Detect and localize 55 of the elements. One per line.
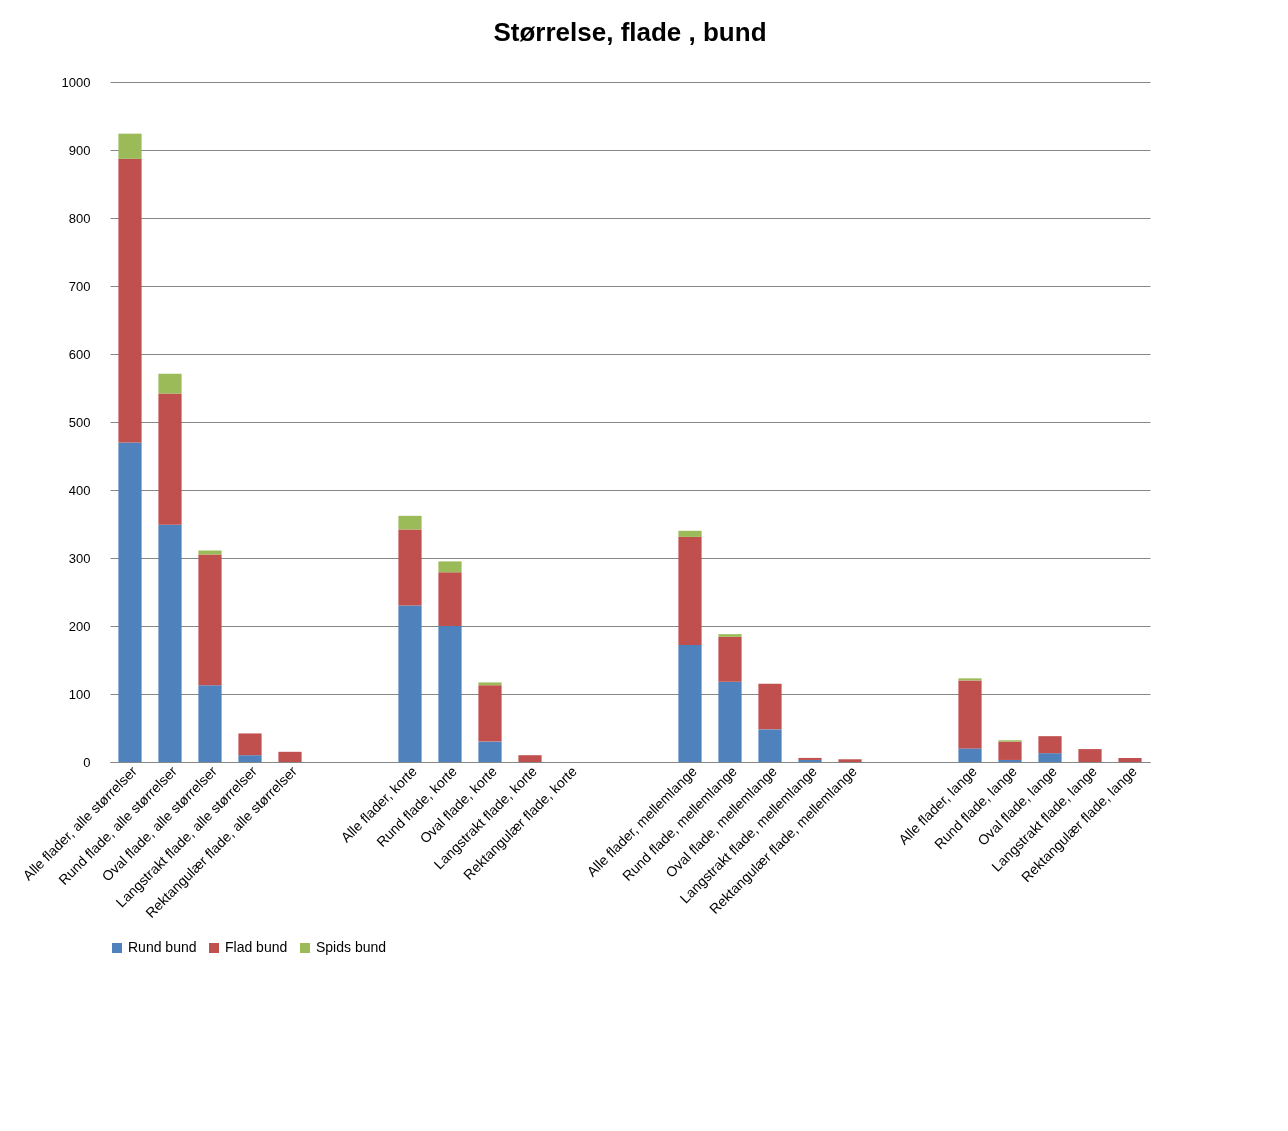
y-tick-label: 800: [68, 210, 91, 226]
y-tick-label: 0: [83, 754, 91, 770]
bar: [478, 685, 502, 742]
bar: [718, 681, 742, 762]
bar: [958, 678, 982, 681]
bar: [1118, 757, 1142, 762]
bar: [678, 645, 702, 762]
bar: [998, 759, 1022, 762]
bar: [158, 393, 182, 525]
bar: [198, 550, 222, 555]
bar: [758, 729, 782, 762]
bar: [1078, 749, 1102, 762]
legend-label: Spids bund: [316, 939, 387, 955]
bar: [678, 536, 702, 646]
bar: [518, 755, 542, 762]
bar: [438, 561, 462, 573]
y-tick-label: 600: [68, 346, 91, 362]
y-tick-label: 300: [68, 550, 91, 566]
y-tick-label: 100: [68, 686, 91, 702]
y-tick-label: 1000: [61, 74, 91, 90]
bar: [398, 605, 422, 762]
bar: [198, 685, 222, 762]
bar: [398, 515, 422, 530]
bar: [198, 554, 222, 686]
bar: [438, 626, 462, 762]
bar: [838, 759, 862, 762]
chart-title: Størrelse, flade , bund: [493, 17, 767, 47]
bar: [158, 373, 182, 394]
legend-label: Rund bund: [128, 939, 197, 955]
bar: [158, 524, 182, 762]
bar: [958, 748, 982, 762]
bar: [718, 636, 742, 682]
y-tick-label: 900: [68, 142, 91, 158]
bar: [1038, 736, 1062, 754]
bar: [678, 530, 702, 537]
bar: [118, 133, 142, 159]
y-tick-label: 200: [68, 618, 91, 634]
bar: [478, 741, 502, 762]
bar: [958, 680, 982, 749]
bar: [278, 751, 302, 762]
bar: [1038, 753, 1062, 762]
bar: [438, 572, 462, 626]
bar: [998, 741, 1022, 760]
bar: [718, 634, 742, 637]
bar: [398, 529, 422, 606]
bar: [758, 683, 782, 730]
legend-label: Flad bund: [225, 939, 288, 955]
y-tick-label: 700: [68, 278, 91, 294]
bar: [118, 442, 142, 762]
bar: [238, 755, 262, 762]
bar: [118, 158, 142, 443]
bar: [478, 682, 502, 686]
y-tick-label: 500: [68, 414, 91, 430]
y-tick-label: 400: [68, 482, 91, 498]
bar: [238, 733, 262, 756]
